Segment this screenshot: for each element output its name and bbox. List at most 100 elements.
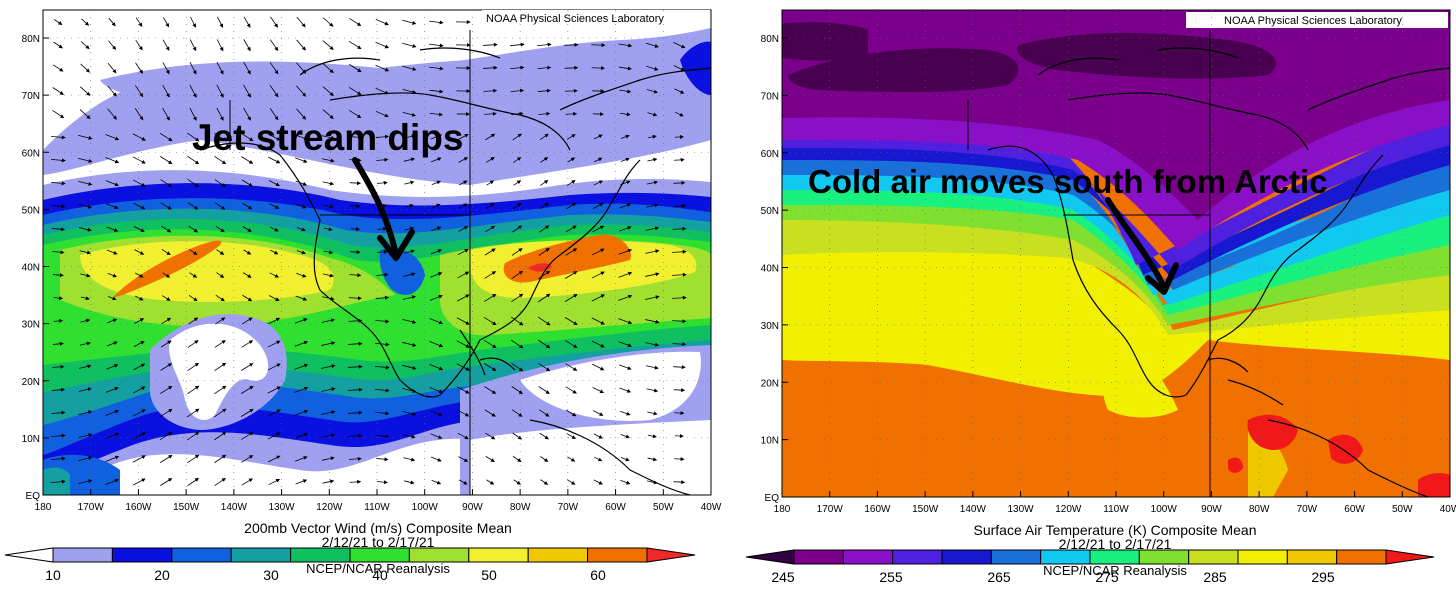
wind-arrow <box>674 459 683 460</box>
colorbar-segment <box>746 550 794 564</box>
colorbar-tick: 265 <box>987 569 1011 585</box>
longitude-label: 100W <box>1151 504 1178 515</box>
latitude-label: 50N <box>761 206 779 217</box>
colorbar-segment <box>53 548 112 562</box>
latitude-label: 80N <box>22 34 40 45</box>
latitude-label: 10N <box>22 434 40 445</box>
longitude-label: 140W <box>221 502 248 513</box>
longitude-label: 100W <box>412 502 439 513</box>
latitude-label: 50N <box>22 205 40 216</box>
latitude-label: EQ <box>26 491 41 502</box>
colorbar-segment <box>1337 550 1386 564</box>
longitude-label: 40W <box>1440 504 1456 515</box>
latitude-label: 60N <box>22 148 40 159</box>
longitude-label: 90W <box>1201 504 1222 515</box>
colorbar-segment <box>942 550 991 564</box>
latitude-label: 80N <box>761 34 779 45</box>
annotation-text: Cold air moves south from Arctic <box>808 163 1328 200</box>
credit-label: NOAA Physical Sciences Laboratory <box>486 13 664 25</box>
longitude-label: 160W <box>864 504 891 515</box>
longitude-label: 170W <box>78 502 105 513</box>
longitude-label: 170W <box>817 504 844 515</box>
colorbar-tick: 30 <box>263 567 279 583</box>
wind-arrow <box>674 413 683 414</box>
colorbar-segment <box>991 550 1040 564</box>
colorbar-tick: 20 <box>154 567 170 583</box>
colorbar-segment <box>1139 550 1188 564</box>
wind-map-panel: NOAA Physical Sciences Laboratory 80N 70N… <box>0 0 728 595</box>
colorbar-tick: 40 <box>372 567 388 583</box>
latitude-label: 30N <box>22 320 40 331</box>
colorbar-segment <box>647 548 695 562</box>
wind-arrow <box>566 114 577 115</box>
colorbar-segment <box>1041 550 1090 564</box>
longitude-label: 60W <box>605 502 626 513</box>
temperature-map-figure: NOAA Physical Sciences Laboratory 80N 70N… <box>728 0 1456 595</box>
colorbar-segment <box>893 550 942 564</box>
colorbar-tick: 50 <box>481 567 497 583</box>
latitude-label: 30N <box>761 321 779 332</box>
wind-arrow <box>565 91 577 92</box>
colorbar-segment <box>528 548 587 562</box>
longitude-label: 50W <box>1392 504 1413 515</box>
colorbar-segment <box>5 548 53 562</box>
colorbar-segment <box>469 548 528 562</box>
colorbar-tick: 245 <box>771 569 795 585</box>
longitude-label: 180 <box>774 504 791 515</box>
colorbar-segment <box>1189 550 1238 564</box>
wind-map-figure: NOAA Physical Sciences Laboratory 80N 70N… <box>0 0 728 595</box>
colorbar-tick: 60 <box>590 567 606 583</box>
longitude-label: 140W <box>960 504 987 515</box>
colorbar-tick: 275 <box>1095 569 1119 585</box>
longitude-label: 160W <box>125 502 152 513</box>
latitude-label: 60N <box>761 149 779 160</box>
latitude-label: 10N <box>761 436 779 447</box>
longitude-label: 70W <box>558 502 579 513</box>
colorbar-segment <box>172 548 231 562</box>
temperature-field <box>768 10 1450 497</box>
longitude-label: 80W <box>510 502 531 513</box>
colorbar-tick: 285 <box>1203 569 1227 585</box>
latitude-label: 70N <box>22 91 40 102</box>
latitude-label: EQ <box>765 493 780 504</box>
longitude-label: 110W <box>1103 504 1129 515</box>
longitude-label: 50W <box>653 502 674 513</box>
wind-arrow <box>674 160 684 161</box>
colorbar-segment <box>291 548 350 562</box>
colorbar <box>746 550 1434 564</box>
annotation-text: Jet stream dips <box>192 117 463 158</box>
latitude-label: 40N <box>22 263 40 274</box>
longitude-label: 110W <box>364 502 390 513</box>
longitude-label: 40W <box>701 502 722 513</box>
colorbar-segment <box>794 550 843 564</box>
longitude-label: 80W <box>1249 504 1270 515</box>
colorbar-tick: 255 <box>879 569 903 585</box>
colorbar-segment <box>843 550 892 564</box>
colorbar-tick: 295 <box>1311 569 1335 585</box>
colorbar-segment <box>1287 550 1336 564</box>
wind-arrow <box>351 229 359 230</box>
longitude-label: 90W <box>462 502 483 513</box>
latitude-label: 70N <box>761 91 779 102</box>
latitude-label: 20N <box>22 377 40 388</box>
colorbar-segment <box>588 548 647 562</box>
colorbar-segment <box>1090 550 1139 564</box>
colorbar-segment <box>1238 550 1287 564</box>
longitude-label: 60W <box>1344 504 1365 515</box>
longitude-label: 150W <box>173 502 200 513</box>
longitude-label: 70W <box>1297 504 1318 515</box>
colorbar-segment <box>112 548 171 562</box>
colorbar-segment <box>409 548 468 562</box>
longitude-label: 130W <box>269 502 296 513</box>
longitude-label: 120W <box>316 502 343 513</box>
colorbar-tick: 10 <box>45 567 61 583</box>
colorbar-segment <box>231 548 290 562</box>
longitude-label: 120W <box>1055 504 1082 515</box>
longitude-label: 150W <box>912 504 939 515</box>
longitude-label: 180 <box>35 502 52 513</box>
longitude-label: 130W <box>1008 504 1035 515</box>
temperature-map-panel: NOAA Physical Sciences Laboratory 80N 70N… <box>728 0 1456 595</box>
latitude-label: 40N <box>761 264 779 275</box>
colorbar <box>5 548 695 562</box>
credit-label: NOAA Physical Sciences Laboratory <box>1224 15 1402 27</box>
